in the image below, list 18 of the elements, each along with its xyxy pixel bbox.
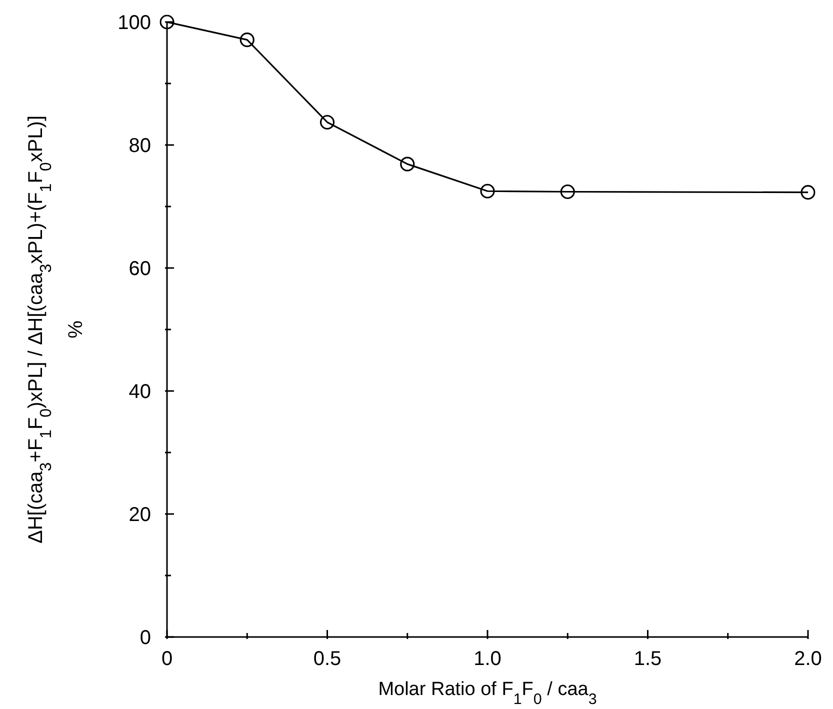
x-tick-label: 2.0 [794, 648, 822, 670]
point [400, 156, 415, 172]
y-tick-label: 20 [128, 504, 151, 526]
point [320, 114, 335, 130]
point [560, 184, 575, 200]
point [800, 185, 816, 200]
y-tick-label: 80 [128, 135, 151, 157]
x-axis-title: Molar Ratio of F$_{1}$F$_{0}$ / caa$_{3}$ [378, 679, 597, 708]
y-tick-label: 40 [128, 381, 151, 403]
x-tick-label: 1.0 [474, 648, 502, 670]
point [480, 184, 495, 198]
x-tick-label: 1.5 [634, 648, 662, 670]
point [240, 32, 254, 48]
x-tick-label: 0.5 [313, 648, 342, 670]
y-tick-label: 0 [140, 627, 151, 649]
y-tick-label: 60 [128, 258, 151, 280]
y-tick-label: 100 [118, 12, 151, 34]
x-tick-label: 0 [161, 648, 173, 670]
